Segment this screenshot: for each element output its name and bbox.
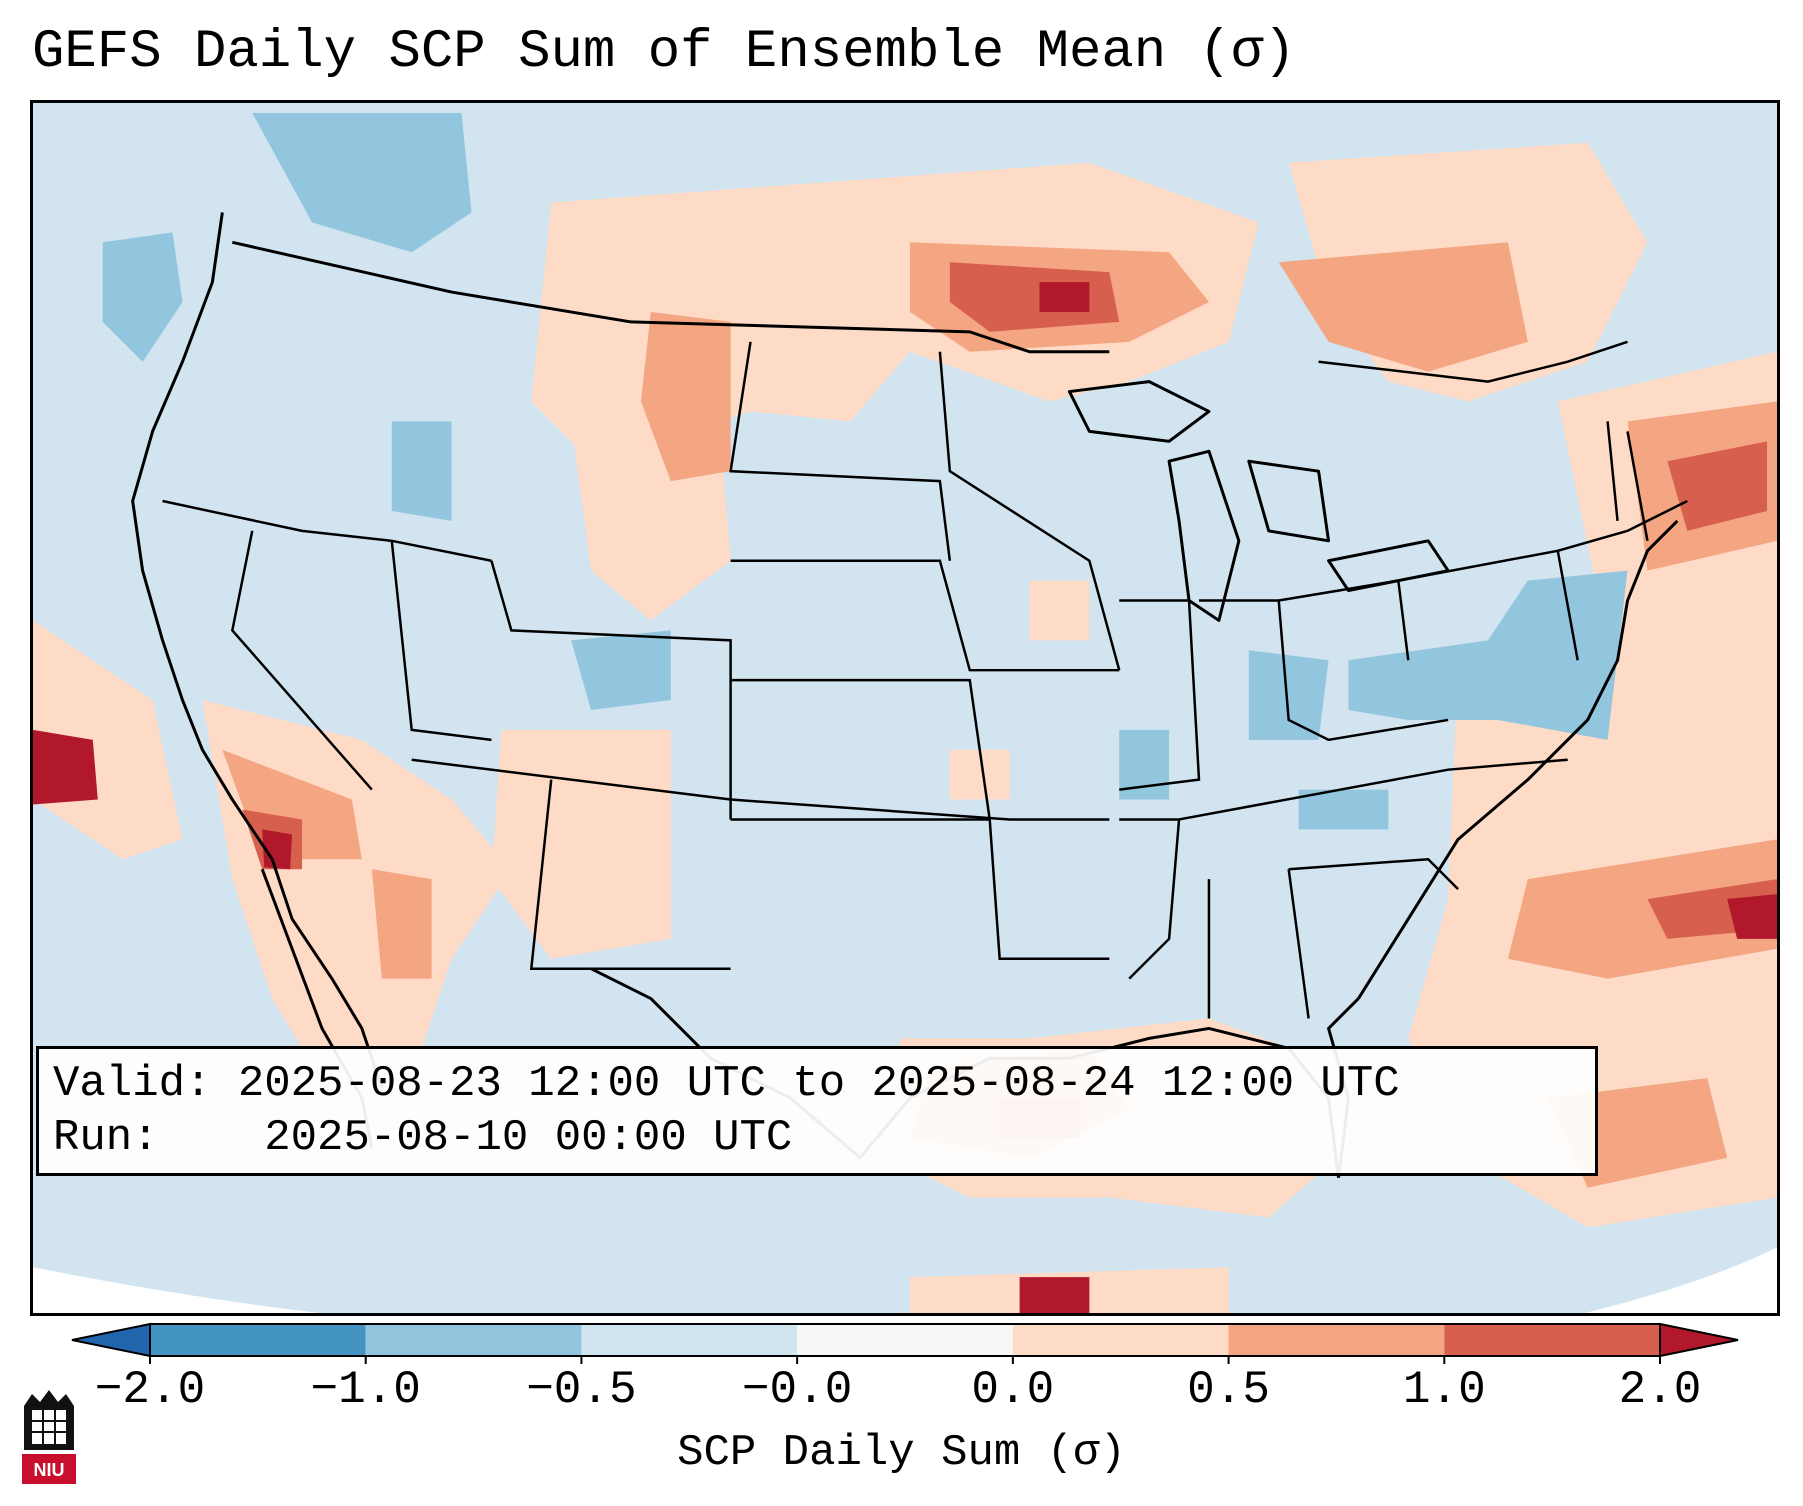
positive-extreme-areas	[33, 282, 1777, 1313]
colorbar-tick-label: 0.0	[971, 1364, 1055, 1416]
run-label: Run:	[53, 1113, 159, 1163]
logo-banner	[22, 1454, 76, 1484]
logo-text: NIU	[34, 1460, 65, 1480]
valid-value: 2025-08-23 12:00 UTC to 2025-08-24 12:00…	[237, 1059, 1400, 1109]
state-boundaries	[162, 340, 1688, 1019]
colorbar-tick-label: −0.0	[741, 1364, 853, 1416]
niu-logo: NIU	[22, 1390, 76, 1484]
colorbar-segment	[1444, 1324, 1660, 1356]
run-line: Run: 2025-08-10 00:00 UTC	[53, 1111, 1595, 1165]
colorbar-tick-label: 0.5	[1187, 1364, 1270, 1416]
colorbar-tick-label: −1.0	[310, 1364, 421, 1416]
colorbar-extend-max	[1659, 1322, 1739, 1358]
projection-edge-left	[33, 1267, 320, 1313]
colorbar-tick-label: 2.0	[1618, 1364, 1702, 1416]
colorbar-segment	[1012, 1324, 1229, 1356]
colorbar-extend-min	[71, 1322, 151, 1358]
colorbar-segment	[581, 1324, 798, 1356]
valid-label: Valid:	[53, 1059, 212, 1109]
colorbar-segment	[797, 1324, 1013, 1356]
negative-areas	[102, 112, 1628, 830]
colorbar-segment	[150, 1324, 366, 1356]
projection-edge-right	[1585, 1247, 1777, 1313]
colorbar	[71, 1322, 1739, 1364]
colorbar-label: SCP Daily Sum (σ)	[677, 1428, 1126, 1478]
colorbar-outline	[149, 1323, 1661, 1357]
run-value: 2025-08-10 00:00 UTC	[264, 1113, 793, 1163]
colorbar-tick-label: −2.0	[94, 1364, 206, 1416]
logo-window-grid	[32, 1410, 66, 1444]
chart-title: GEFS Daily SCP Sum of Ensemble Mean (σ)	[32, 22, 1296, 83]
coastlines	[131, 212, 1679, 1178]
colorbar-tick-label: −0.5	[526, 1364, 637, 1416]
colorbar-tick-label: 1.0	[1402, 1364, 1486, 1416]
valid-line: Valid: 2025-08-23 12:00 UTC to 2025-08-2…	[53, 1057, 1595, 1111]
colorbar-segment	[365, 1324, 582, 1356]
valid-run-info-box: Valid: 2025-08-23 12:00 UTC to 2025-08-2…	[36, 1046, 1598, 1176]
colorbar-segment	[1228, 1324, 1445, 1356]
logo-window	[32, 1410, 66, 1444]
